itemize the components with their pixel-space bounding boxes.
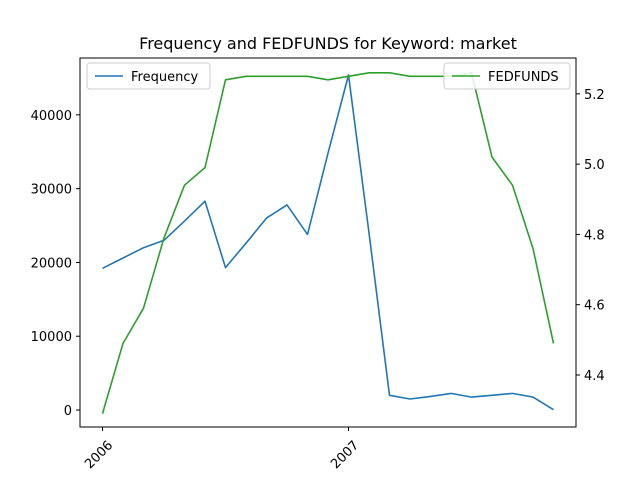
- right-tick-label: 5.2: [584, 88, 605, 103]
- right-tick-label: 4.4: [584, 369, 605, 384]
- legend-frequency: Frequency: [86, 62, 211, 90]
- right-axis: 4.4 4.6 4.8 5.0 5.2: [576, 88, 605, 384]
- x-tick-label: 2006: [82, 438, 116, 472]
- chart-title: Frequency and FEDFUNDS for Keyword: mark…: [139, 34, 517, 53]
- x-tick-label: 2007: [328, 438, 362, 472]
- legend-label: FEDFUNDS: [488, 70, 559, 85]
- left-tick-label: 10000: [31, 330, 72, 345]
- series-line-frequency: [102, 74, 554, 411]
- legend-fedfunds: FEDFUNDS: [443, 62, 571, 90]
- left-tick-label: 20000: [31, 256, 72, 271]
- legend-box: [443, 62, 571, 90]
- left-tick-label: 0: [64, 404, 72, 419]
- legend-label: Frequency: [131, 70, 198, 85]
- legend-box: [86, 62, 211, 90]
- right-tick-label: 4.8: [584, 228, 605, 243]
- x-axis: 2006 2007: [82, 427, 362, 472]
- left-axis: 0 10000 20000 30000 40000: [31, 109, 80, 419]
- series-layer: [101, 72, 555, 414]
- series-line-fedfunds: [101, 72, 555, 414]
- plot-frame: [79, 57, 577, 428]
- left-tick-label: 30000: [31, 183, 72, 198]
- right-tick-label: 4.6: [584, 299, 605, 314]
- left-tick-label: 40000: [31, 109, 72, 124]
- right-tick-label: 5.0: [584, 158, 605, 173]
